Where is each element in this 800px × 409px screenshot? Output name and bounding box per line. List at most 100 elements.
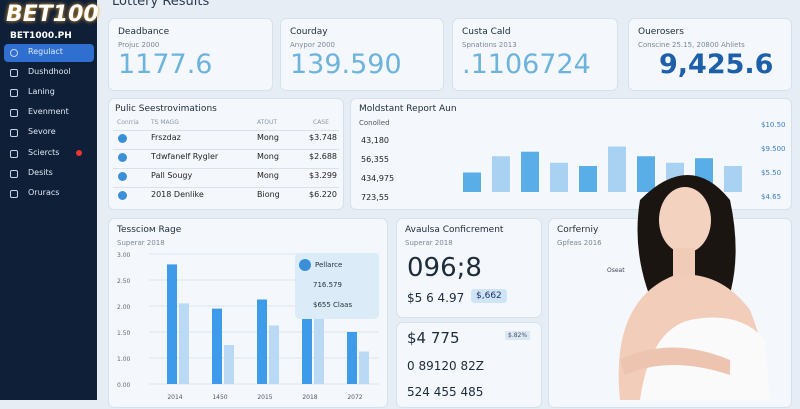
table-cell: 2018 Denlike bbox=[151, 190, 204, 199]
axis-label: $5.50 bbox=[761, 169, 782, 177]
avail-big: 096;8 bbox=[407, 253, 482, 283]
bar bbox=[359, 351, 369, 384]
nav-item[interactable]: Dushdhool bbox=[4, 64, 94, 82]
bar bbox=[224, 345, 234, 384]
nav-icon bbox=[10, 109, 18, 117]
x-tick-label: 2072 bbox=[347, 394, 362, 401]
card-value: 139.590 bbox=[290, 49, 402, 80]
legend-entry: 716.579 bbox=[313, 281, 342, 289]
card-subtitle: Spnations 2013 bbox=[462, 41, 517, 49]
range-title: Tesscioм Rage bbox=[117, 225, 182, 235]
nav-label: Evenment bbox=[28, 107, 69, 116]
table-cell: $3.748 bbox=[309, 133, 337, 142]
nav-item[interactable]: Sciercts bbox=[4, 145, 94, 163]
bar bbox=[167, 264, 177, 384]
bar bbox=[550, 162, 568, 192]
report-title: Moldstant Report Aun bbox=[359, 104, 457, 114]
list-value: 723,55 bbox=[361, 193, 389, 202]
table-cell: Mong bbox=[257, 171, 279, 180]
x-tick-label: 2015 bbox=[257, 394, 272, 401]
table-cell: Tdwfanelf Rygler bbox=[151, 152, 219, 161]
axis-label: $4.65 bbox=[761, 193, 782, 201]
nav-icon bbox=[10, 190, 18, 198]
nav-label: Oruracs bbox=[28, 188, 60, 197]
bar bbox=[179, 303, 189, 384]
nav-icon bbox=[10, 170, 18, 178]
logo: BET100 bbox=[6, 2, 99, 27]
nav-item[interactable]: Regulact bbox=[4, 44, 94, 62]
bar bbox=[257, 299, 267, 384]
bar bbox=[492, 156, 510, 192]
report-panel: Moldstant Report Aun Conolled 43,180 56,355… bbox=[350, 98, 792, 210]
stat-card: Courday Anypor 2000 139.590 bbox=[280, 18, 444, 91]
card-subtitle: Projuc 2000 bbox=[118, 41, 160, 49]
sidebar: BET100 BET1000.PH Regulact Dushdhool Laning E… bbox=[0, 0, 99, 400]
avail-title: Avaulsa Conficrement bbox=[405, 225, 504, 235]
nav-item[interactable]: Sevore bbox=[4, 124, 94, 142]
bar bbox=[521, 151, 539, 192]
nav-icon bbox=[10, 49, 18, 57]
table-cell: $3.299 bbox=[309, 171, 337, 180]
y-tick-label: 2.00 bbox=[117, 304, 131, 311]
avail-badge: $,662 bbox=[471, 289, 507, 303]
stat-card: Ouerosers Conscine 25.15, 20800 Ahliets 9,… bbox=[628, 18, 792, 91]
y-tick-label: 1.00 bbox=[117, 356, 131, 363]
nav-label: Sevore bbox=[28, 127, 56, 136]
bar bbox=[637, 156, 655, 192]
site-name: BET1000.PH bbox=[10, 31, 72, 41]
conf-note: Oseat bbox=[607, 267, 625, 274]
row-icon bbox=[118, 153, 127, 162]
avail-badge: $.82% bbox=[505, 331, 531, 340]
x-tick-label: 1450 bbox=[212, 394, 227, 401]
nav-label: Regulact bbox=[28, 47, 63, 56]
bar bbox=[579, 166, 597, 192]
chart: 3.00 2.50 2.00 1.50 1.00 0.00 2014 1450 2015 2018… bbox=[117, 252, 379, 401]
legend-dot bbox=[299, 259, 311, 271]
table-title: Pulic Seestrovimations bbox=[115, 104, 217, 114]
nav-badge bbox=[76, 150, 82, 156]
row-icon bbox=[118, 191, 127, 200]
column-header: TS MAGG bbox=[151, 119, 179, 126]
nav-label: Desits bbox=[28, 168, 53, 177]
table-cell: Mong bbox=[257, 152, 279, 161]
x-tick-label: 2018 bbox=[302, 394, 317, 401]
bar bbox=[269, 325, 279, 384]
row-divider bbox=[113, 187, 339, 188]
list-value: 43,180 bbox=[361, 136, 389, 145]
y-tick-label: 3.00 bbox=[117, 252, 131, 259]
legend-entry: $655 Claas bbox=[313, 301, 353, 309]
nav-icon bbox=[10, 150, 18, 158]
list-value: 434,975 bbox=[361, 174, 395, 183]
card-title: Courday bbox=[290, 27, 328, 37]
avail-panel: Avaulsa Conficrement Superar 2018 096;8 $5 … bbox=[396, 218, 542, 318]
bar bbox=[302, 308, 312, 384]
nav-icon bbox=[10, 69, 18, 77]
bar bbox=[212, 308, 222, 384]
card-value: .1106724 bbox=[462, 49, 591, 80]
nav-item[interactable]: Evenment bbox=[4, 104, 94, 122]
row-icon bbox=[118, 172, 127, 181]
legend-entry: Pellarce bbox=[315, 261, 343, 269]
range-panel: Tesscioм Rage Superar 2018 3.00 2.50 2.00 1.5… bbox=[108, 218, 388, 408]
nav-item[interactable]: Desits bbox=[4, 165, 94, 183]
list-header: Conolled bbox=[359, 119, 390, 127]
chart bbox=[463, 146, 742, 192]
card-title: Custa Cald bbox=[462, 27, 511, 37]
conf-title: Corferniy bbox=[557, 225, 599, 235]
y-tick-label: 1.50 bbox=[117, 330, 131, 337]
avail-value: $4 775 bbox=[407, 329, 460, 347]
nav-item[interactable]: Oruracs bbox=[4, 185, 94, 203]
nav-item[interactable]: Laning bbox=[4, 84, 94, 102]
avail-line: $5 6 4.97 bbox=[407, 291, 465, 305]
card-value: 9,425.6 bbox=[659, 49, 774, 80]
range-subtitle: Superar 2018 bbox=[117, 239, 165, 247]
nav-icon bbox=[10, 89, 18, 97]
y-tick-label: 0.00 bbox=[117, 382, 131, 389]
column-header: CASE bbox=[313, 119, 329, 126]
x-tick-label: 2014 bbox=[167, 394, 182, 401]
column-header: ATOUT bbox=[257, 119, 278, 126]
table-cell: Biong bbox=[257, 190, 280, 199]
card-value: 1177.6 bbox=[118, 49, 213, 80]
card-title: Ouerosers bbox=[638, 27, 684, 37]
row-divider bbox=[113, 168, 339, 169]
